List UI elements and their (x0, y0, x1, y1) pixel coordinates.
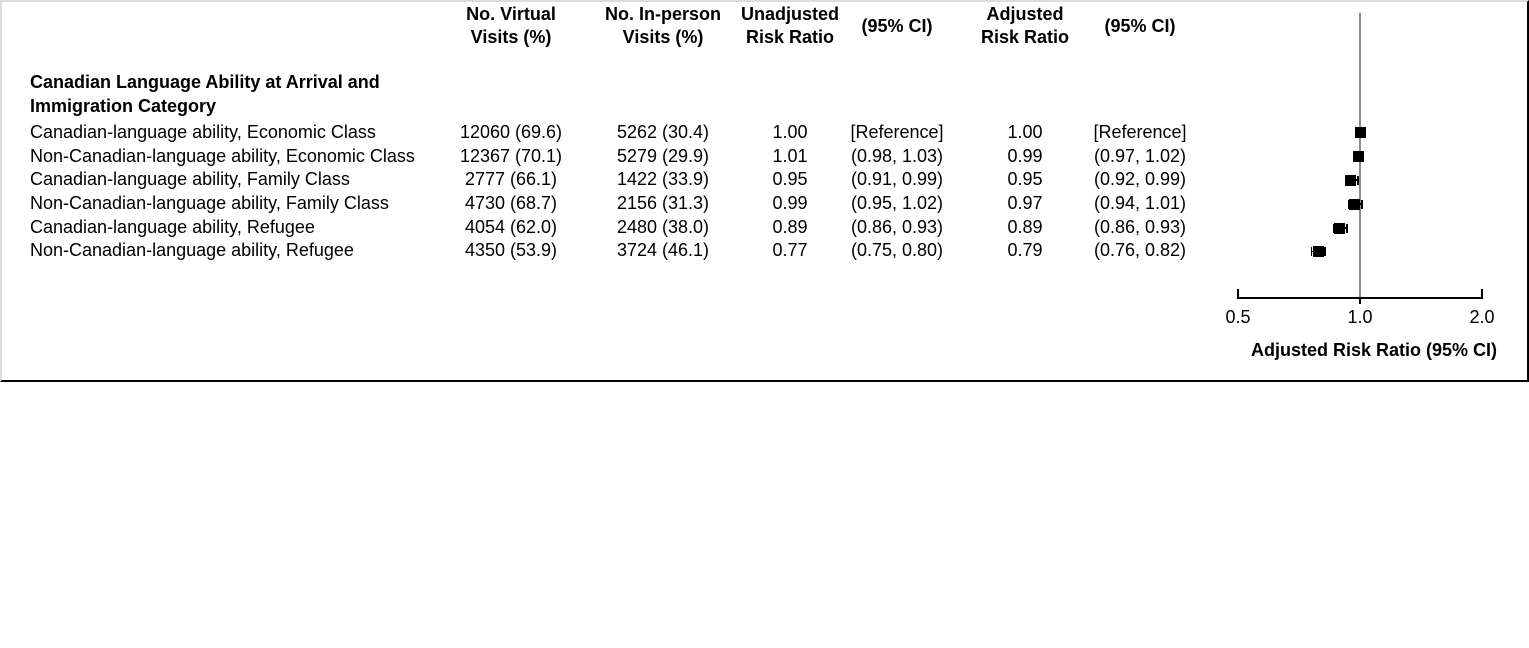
cell-adjusted-ci: (0.94, 1.01) (1093, 193, 1187, 213)
forest-marker (1313, 246, 1324, 257)
row-label: Canadian-language ability, Refugee (30, 217, 315, 237)
x-axis-title: Adjusted Risk Ratio (95% CI) (1250, 340, 1497, 360)
table-row: Non-Canadian-language ability, Refugee 4… (0, 240, 1220, 261)
column-header-line: Unadjusted (740, 4, 839, 24)
x-axis-tick-mid (1359, 298, 1361, 304)
cell-adjusted-ci: (0.92, 0.99) (1093, 169, 1187, 189)
column-header-unadjusted-ci: (95% CI) (861, 16, 933, 36)
cell-unadjusted-ci: (0.75, 0.80) (850, 240, 944, 260)
ci-cap-right (1361, 199, 1363, 209)
cell-unadjusted-rr: 1.01 (772, 146, 808, 166)
cell-virtual-visits: 12367 (70.1) (459, 146, 563, 166)
cell-adjusted-ci: (0.97, 1.02) (1093, 146, 1187, 166)
column-header-line: Risk Ratio (980, 27, 1070, 47)
cell-unadjusted-rr: 1.00 (772, 122, 808, 142)
row-label: Non-Canadian-language ability, Economic … (30, 146, 415, 166)
column-header-inperson-visits: No. In-person Visits (%) (598, 3, 728, 49)
cell-adjusted-rr: 0.79 (1007, 240, 1043, 260)
column-header-unadjusted-rr: Unadjusted Risk Ratio (735, 3, 845, 49)
cell-adjusted-rr: 1.00 (1007, 122, 1043, 142)
cell-inperson-visits: 1422 (33.9) (616, 169, 710, 189)
table-row: Non-Canadian-language ability, Economic … (0, 146, 1220, 167)
forest-marker (1349, 198, 1361, 210)
cell-unadjusted-ci: (0.91, 0.99) (850, 169, 944, 189)
cell-adjusted-rr: 0.89 (1007, 217, 1043, 237)
cell-unadjusted-rr: 0.99 (772, 193, 808, 213)
x-axis-tick-label: 1.0 (1347, 307, 1373, 327)
cell-inperson-visits: 5262 (30.4) (616, 122, 710, 142)
row-label: Non-Canadian-language ability, Refugee (30, 240, 354, 260)
x-axis-tick-left (1237, 288, 1239, 299)
forest-marker (1352, 150, 1364, 162)
table-row: Canadian-language ability, Refugee 4054 … (0, 217, 1220, 238)
ci-cap-right (1346, 223, 1348, 233)
row-label: Canadian-language ability, Family Class (30, 169, 350, 189)
cell-adjusted-rr: 0.95 (1007, 169, 1043, 189)
cell-inperson-visits: 5279 (29.9) (616, 146, 710, 166)
cell-virtual-visits: 12060 (69.6) (459, 122, 563, 142)
cell-unadjusted-ci: (0.95, 1.02) (850, 193, 944, 213)
column-header-adjusted-ci: (95% CI) (1104, 16, 1176, 36)
table-row: Canadian-language ability, Family Class … (0, 169, 1220, 190)
forest-marker (1333, 222, 1345, 234)
x-axis-tick-label: 0.5 (1225, 307, 1251, 327)
cell-unadjusted-ci: [Reference] (850, 122, 944, 142)
row-label: Canadian-language ability, Economic Clas… (30, 122, 376, 142)
ci-cap-left (1344, 175, 1347, 185)
ci-cap-left (1348, 199, 1350, 209)
cell-adjusted-ci: [Reference] (1093, 122, 1187, 142)
column-header-line: Risk Ratio (745, 27, 835, 47)
cell-virtual-visits: 4054 (62.0) (464, 217, 558, 237)
x-axis-tick-label: 2.0 (1469, 307, 1495, 327)
cell-virtual-visits: 4350 (53.9) (464, 240, 558, 260)
column-header-line: No. Virtual (466, 4, 556, 24)
group-heading: Canadian Language Ability at Arrival and… (30, 71, 490, 118)
cell-unadjusted-rr: 0.95 (772, 169, 808, 189)
cell-inperson-visits: 2156 (31.3) (616, 193, 710, 213)
column-header-line: Visits (%) (622, 27, 704, 47)
table-row: Canadian-language ability, Economic Clas… (0, 122, 1220, 143)
cell-adjusted-rr: 0.99 (1007, 146, 1043, 166)
column-header-adjusted-rr: Adjusted Risk Ratio (970, 3, 1080, 49)
cell-unadjusted-rr: 0.89 (772, 217, 808, 237)
column-header-line: Visits (%) (470, 27, 552, 47)
cell-adjusted-ci: (0.86, 0.93) (1093, 217, 1187, 237)
ci-cap-left (1332, 223, 1335, 233)
cell-unadjusted-rr: 0.77 (772, 240, 808, 260)
ci-cap-left (1310, 247, 1313, 256)
forest-marker (1354, 126, 1366, 138)
ci-cap-right (1357, 175, 1359, 185)
ci-cap-right (1324, 247, 1326, 256)
table-row: Non-Canadian-language ability, Family Cl… (0, 193, 1220, 214)
cell-adjusted-rr: 0.97 (1007, 193, 1043, 213)
cell-virtual-visits: 4730 (68.7) (464, 193, 558, 213)
cell-virtual-visits: 2777 (66.1) (464, 169, 558, 189)
cell-inperson-visits: 3724 (46.1) (616, 240, 710, 260)
x-axis-tick-right (1481, 288, 1483, 299)
group-heading-line: Canadian Language Ability at Arrival and (30, 72, 380, 92)
column-header-virtual-visits: No. Virtual Visits (%) (456, 3, 566, 49)
cell-adjusted-ci: (0.76, 0.82) (1093, 240, 1187, 260)
x-axis-line (1237, 296, 1483, 299)
column-header-line: Adjusted (986, 4, 1064, 24)
cell-unadjusted-ci: (0.86, 0.93) (850, 217, 944, 237)
forest-marker (1345, 174, 1357, 186)
figure-border-box (0, 0, 1529, 382)
group-heading-line: Immigration Category (30, 95, 217, 116)
column-header-line: No. In-person (605, 4, 721, 24)
cell-inperson-visits: 2480 (38.0) (616, 217, 710, 237)
cell-unadjusted-ci: (0.98, 1.03) (850, 146, 944, 166)
row-label: Non-Canadian-language ability, Family Cl… (30, 193, 389, 213)
